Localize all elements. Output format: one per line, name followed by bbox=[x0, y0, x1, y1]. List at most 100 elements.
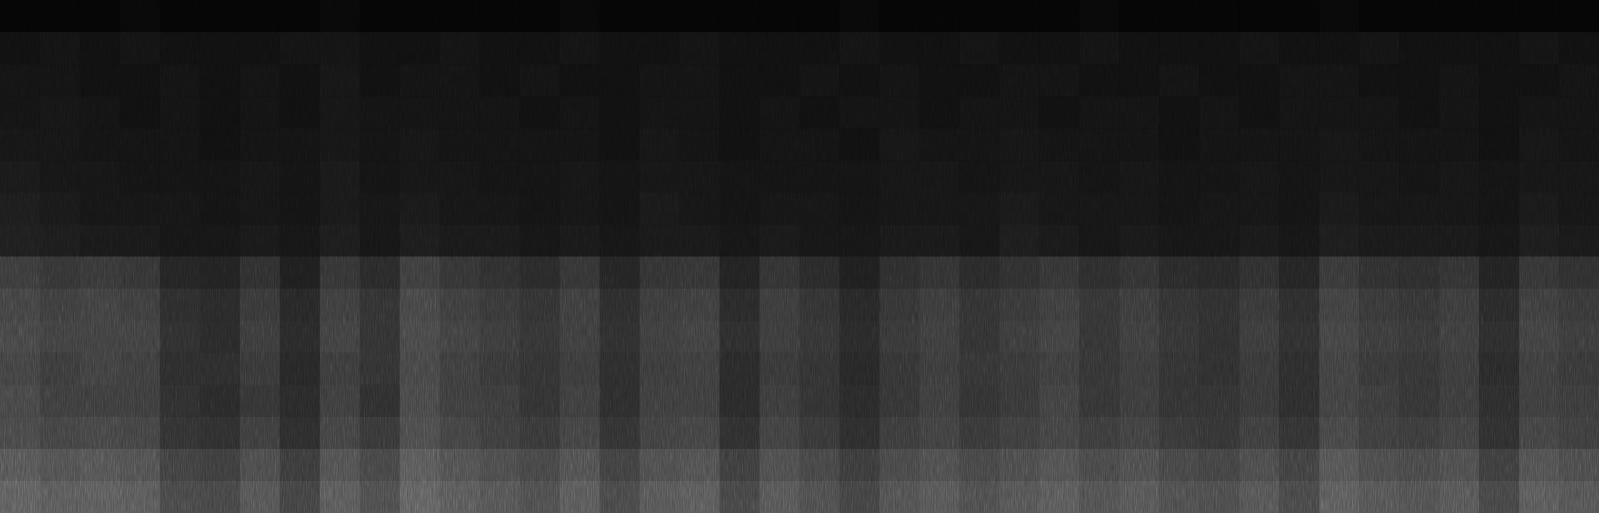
cell bbox=[1519, 449, 1560, 482]
cell bbox=[1119, 224, 1160, 257]
cell bbox=[1039, 128, 1080, 161]
cell bbox=[919, 385, 960, 418]
cell bbox=[959, 128, 1000, 161]
cell bbox=[1039, 449, 1080, 482]
cell bbox=[240, 289, 281, 322]
cell bbox=[1239, 321, 1280, 354]
cell bbox=[1399, 385, 1440, 418]
cell bbox=[1239, 449, 1280, 482]
cell bbox=[1199, 32, 1240, 65]
cell bbox=[760, 289, 801, 322]
cell bbox=[200, 128, 241, 161]
cell bbox=[1159, 128, 1200, 161]
cell bbox=[1439, 96, 1480, 129]
cell bbox=[40, 128, 81, 161]
cell bbox=[1479, 32, 1520, 65]
cell bbox=[400, 192, 441, 225]
cell bbox=[1239, 385, 1280, 418]
cell bbox=[560, 385, 601, 418]
cell bbox=[1519, 32, 1560, 65]
cell bbox=[160, 160, 201, 193]
cell bbox=[200, 224, 241, 257]
cell bbox=[720, 385, 761, 418]
cell bbox=[560, 96, 601, 129]
cell bbox=[999, 353, 1040, 386]
cell bbox=[1199, 321, 1240, 354]
cell bbox=[640, 160, 681, 193]
cell bbox=[1199, 96, 1240, 129]
cell bbox=[1039, 96, 1080, 129]
cell bbox=[520, 64, 561, 97]
cell bbox=[240, 0, 281, 33]
cell bbox=[240, 160, 281, 193]
cell bbox=[999, 160, 1040, 193]
cell bbox=[1319, 0, 1360, 33]
cell bbox=[480, 32, 521, 65]
cell bbox=[640, 96, 681, 129]
cell bbox=[919, 0, 960, 33]
cell bbox=[640, 353, 681, 386]
cell bbox=[1279, 353, 1320, 386]
cell bbox=[1439, 224, 1480, 257]
cell bbox=[120, 385, 161, 418]
cell bbox=[360, 96, 401, 129]
cell bbox=[1399, 353, 1440, 386]
cell bbox=[1439, 32, 1480, 65]
cell bbox=[1559, 160, 1599, 193]
cell bbox=[200, 257, 241, 290]
cell bbox=[360, 64, 401, 97]
cell bbox=[800, 449, 841, 482]
cell bbox=[600, 192, 641, 225]
cell bbox=[280, 353, 321, 386]
cell bbox=[1199, 385, 1240, 418]
cell bbox=[1119, 449, 1160, 482]
cell bbox=[1039, 321, 1080, 354]
cell bbox=[440, 289, 481, 322]
cell bbox=[959, 0, 1000, 33]
cell bbox=[440, 192, 481, 225]
cell bbox=[1119, 64, 1160, 97]
cell bbox=[240, 96, 281, 129]
cell bbox=[40, 0, 81, 33]
cell bbox=[1279, 385, 1320, 418]
cell bbox=[600, 64, 641, 97]
cell bbox=[959, 417, 1000, 450]
cell bbox=[1039, 0, 1080, 33]
cell bbox=[160, 385, 201, 418]
cell bbox=[400, 96, 441, 129]
cell bbox=[520, 289, 561, 322]
cell bbox=[280, 64, 321, 97]
cell bbox=[1119, 128, 1160, 161]
cell bbox=[40, 64, 81, 97]
cell bbox=[80, 128, 121, 161]
cell bbox=[400, 160, 441, 193]
cell bbox=[1199, 128, 1240, 161]
cell bbox=[1199, 192, 1240, 225]
cell bbox=[760, 0, 801, 33]
cell bbox=[400, 32, 441, 65]
cell bbox=[120, 160, 161, 193]
cell bbox=[1159, 0, 1200, 33]
cell bbox=[0, 32, 41, 65]
cell bbox=[760, 417, 801, 450]
cell bbox=[1199, 289, 1240, 322]
cell bbox=[1159, 321, 1200, 354]
cell bbox=[120, 0, 161, 33]
cell bbox=[40, 289, 81, 322]
cell bbox=[0, 0, 41, 33]
cell bbox=[1119, 321, 1160, 354]
cell bbox=[600, 96, 641, 129]
cell bbox=[480, 128, 521, 161]
cell bbox=[839, 32, 880, 65]
cell bbox=[1039, 289, 1080, 322]
cell bbox=[919, 353, 960, 386]
cell bbox=[1559, 192, 1599, 225]
cell bbox=[879, 32, 920, 65]
cell bbox=[600, 481, 641, 513]
cell bbox=[1559, 417, 1599, 450]
cell bbox=[40, 417, 81, 450]
cell bbox=[80, 449, 121, 482]
cell bbox=[1239, 128, 1280, 161]
cell bbox=[999, 64, 1040, 97]
cell bbox=[80, 224, 121, 257]
